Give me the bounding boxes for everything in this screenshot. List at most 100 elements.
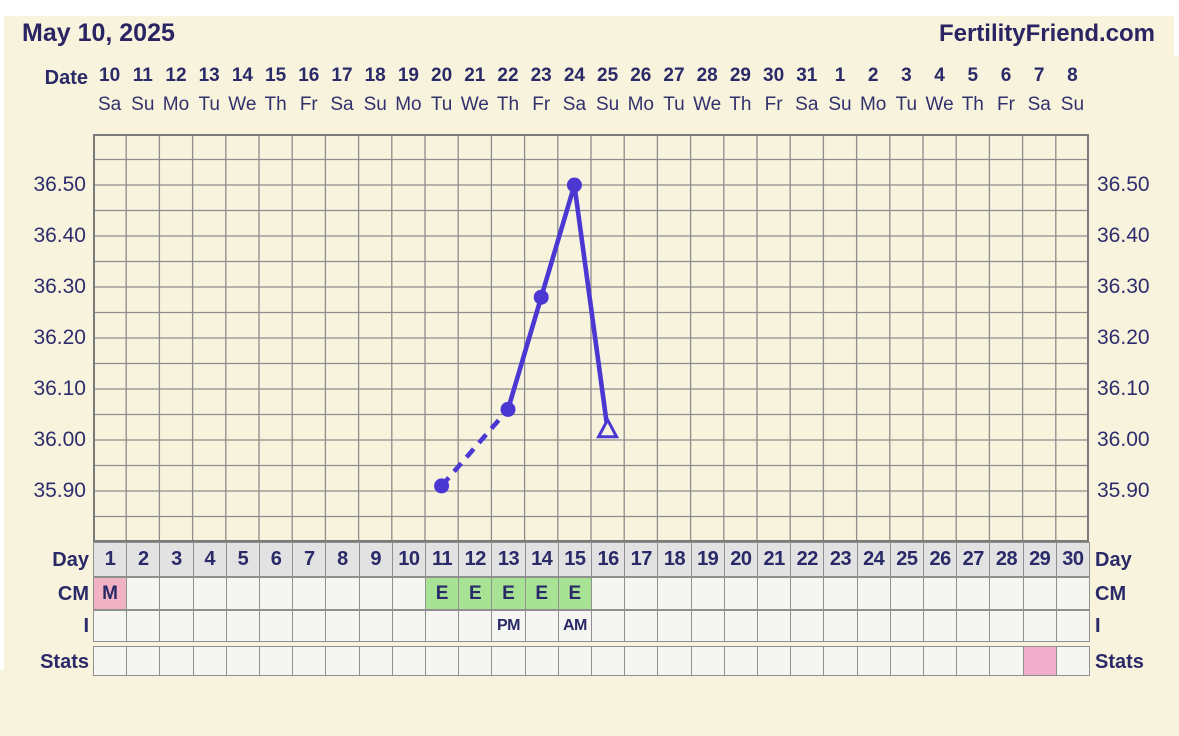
intercourse-cell-day-3[interactable] xyxy=(159,610,194,642)
brand-link[interactable]: FertilityFriend.com xyxy=(938,20,1155,47)
stats-cell-day-17[interactable] xyxy=(624,646,659,676)
day-cell-day-25[interactable]: 25 xyxy=(889,542,924,577)
stats-cell-day-26[interactable] xyxy=(923,646,958,676)
cm-cell-day-29[interactable] xyxy=(1022,577,1057,610)
intercourse-cell-day-7[interactable] xyxy=(292,610,327,642)
day-cell-day-18[interactable]: 18 xyxy=(657,542,692,577)
cm-cell-day-12[interactable]: E xyxy=(458,577,493,610)
day-cell-day-28[interactable]: 28 xyxy=(989,542,1024,577)
cm-cell-day-7[interactable] xyxy=(292,577,327,610)
stats-cell-day-14[interactable] xyxy=(524,646,559,676)
stats-cell-day-6[interactable] xyxy=(259,646,294,676)
intercourse-cell-day-20[interactable] xyxy=(723,610,758,642)
cm-cell-day-20[interactable] xyxy=(723,577,758,610)
cm-cell-day-26[interactable] xyxy=(923,577,958,610)
discarded-temp-point-day-16[interactable] xyxy=(596,416,620,439)
day-cell-day-24[interactable]: 24 xyxy=(856,542,891,577)
stats-cell-day-1[interactable] xyxy=(93,646,128,676)
intercourse-cell-day-29[interactable] xyxy=(1022,610,1057,642)
intercourse-cell-day-21[interactable] xyxy=(757,610,792,642)
cm-cell-day-8[interactable] xyxy=(325,577,360,610)
stats-cell-day-5[interactable] xyxy=(225,646,260,676)
intercourse-cell-day-14[interactable] xyxy=(524,610,559,642)
cm-cell-day-6[interactable] xyxy=(259,577,294,610)
day-cell-day-15[interactable]: 15 xyxy=(557,542,592,577)
cm-cell-day-23[interactable] xyxy=(823,577,858,610)
stats-cell-day-29[interactable] xyxy=(1022,646,1057,676)
day-cell-day-1[interactable]: 1 xyxy=(93,542,128,577)
cm-cell-day-30[interactable] xyxy=(1055,577,1090,610)
stats-cell-day-23[interactable] xyxy=(823,646,858,676)
day-cell-day-10[interactable]: 10 xyxy=(391,542,426,577)
intercourse-cell-day-27[interactable] xyxy=(956,610,991,642)
cm-cell-day-28[interactable] xyxy=(989,577,1024,610)
stats-cell-day-8[interactable] xyxy=(325,646,360,676)
cm-cell-day-18[interactable] xyxy=(657,577,692,610)
cm-cell-day-15[interactable]: E xyxy=(557,577,592,610)
day-cell-day-20[interactable]: 20 xyxy=(723,542,758,577)
day-cell-day-11[interactable]: 11 xyxy=(425,542,460,577)
intercourse-cell-day-25[interactable] xyxy=(889,610,924,642)
cm-cell-day-19[interactable] xyxy=(690,577,725,610)
intercourse-cell-day-10[interactable] xyxy=(391,610,426,642)
day-cell-day-22[interactable]: 22 xyxy=(790,542,825,577)
stats-cell-day-10[interactable] xyxy=(391,646,426,676)
stats-cell-day-20[interactable] xyxy=(723,646,758,676)
day-cell-day-13[interactable]: 13 xyxy=(491,542,526,577)
intercourse-cell-day-23[interactable] xyxy=(823,610,858,642)
cm-cell-day-3[interactable] xyxy=(159,577,194,610)
stats-cell-day-21[interactable] xyxy=(757,646,792,676)
intercourse-cell-day-15[interactable]: AM xyxy=(557,610,592,642)
cm-cell-day-16[interactable] xyxy=(591,577,626,610)
day-cell-day-5[interactable]: 5 xyxy=(225,542,260,577)
day-cell-day-19[interactable]: 19 xyxy=(690,542,725,577)
stats-cell-day-19[interactable] xyxy=(690,646,725,676)
day-cell-day-16[interactable]: 16 xyxy=(591,542,626,577)
stats-cell-day-9[interactable] xyxy=(358,646,393,676)
day-cell-day-17[interactable]: 17 xyxy=(624,542,659,577)
cm-cell-day-2[interactable] xyxy=(126,577,161,610)
intercourse-cell-day-6[interactable] xyxy=(259,610,294,642)
stats-cell-day-11[interactable] xyxy=(425,646,460,676)
stats-cell-day-30[interactable] xyxy=(1055,646,1090,676)
cm-cell-day-1[interactable]: M xyxy=(93,577,128,610)
day-cell-day-27[interactable]: 27 xyxy=(956,542,991,577)
temp-point-day-11[interactable] xyxy=(434,478,450,494)
intercourse-cell-day-18[interactable] xyxy=(657,610,692,642)
stats-cell-day-13[interactable] xyxy=(491,646,526,676)
stats-cell-day-7[interactable] xyxy=(292,646,327,676)
day-cell-day-12[interactable]: 12 xyxy=(458,542,493,577)
intercourse-cell-day-4[interactable] xyxy=(192,610,227,642)
stats-cell-day-15[interactable] xyxy=(557,646,592,676)
day-cell-day-29[interactable]: 29 xyxy=(1022,542,1057,577)
day-cell-day-7[interactable]: 7 xyxy=(292,542,327,577)
cm-cell-day-27[interactable] xyxy=(956,577,991,610)
stats-cell-day-18[interactable] xyxy=(657,646,692,676)
cm-cell-day-9[interactable] xyxy=(358,577,393,610)
day-cell-day-3[interactable]: 3 xyxy=(159,542,194,577)
temp-point-day-15[interactable] xyxy=(566,177,582,193)
temp-point-day-13[interactable] xyxy=(500,401,516,417)
day-cell-day-2[interactable]: 2 xyxy=(126,542,161,577)
stats-cell-day-24[interactable] xyxy=(856,646,891,676)
intercourse-cell-day-28[interactable] xyxy=(989,610,1024,642)
stats-cell-day-2[interactable] xyxy=(126,646,161,676)
stats-cell-day-28[interactable] xyxy=(989,646,1024,676)
day-cell-day-26[interactable]: 26 xyxy=(923,542,958,577)
cm-cell-day-5[interactable] xyxy=(225,577,260,610)
intercourse-cell-day-13[interactable]: PM xyxy=(491,610,526,642)
day-cell-day-8[interactable]: 8 xyxy=(325,542,360,577)
stats-cell-day-12[interactable] xyxy=(458,646,493,676)
intercourse-cell-day-30[interactable] xyxy=(1055,610,1090,642)
stats-cell-day-4[interactable] xyxy=(192,646,227,676)
stats-cell-day-3[interactable] xyxy=(159,646,194,676)
intercourse-cell-day-2[interactable] xyxy=(126,610,161,642)
day-cell-day-6[interactable]: 6 xyxy=(259,542,294,577)
cm-cell-day-10[interactable] xyxy=(391,577,426,610)
stats-cell-day-16[interactable] xyxy=(591,646,626,676)
intercourse-cell-day-12[interactable] xyxy=(458,610,493,642)
cm-cell-day-17[interactable] xyxy=(624,577,659,610)
cm-cell-day-11[interactable]: E xyxy=(425,577,460,610)
stats-cell-day-22[interactable] xyxy=(790,646,825,676)
cm-cell-day-4[interactable] xyxy=(192,577,227,610)
